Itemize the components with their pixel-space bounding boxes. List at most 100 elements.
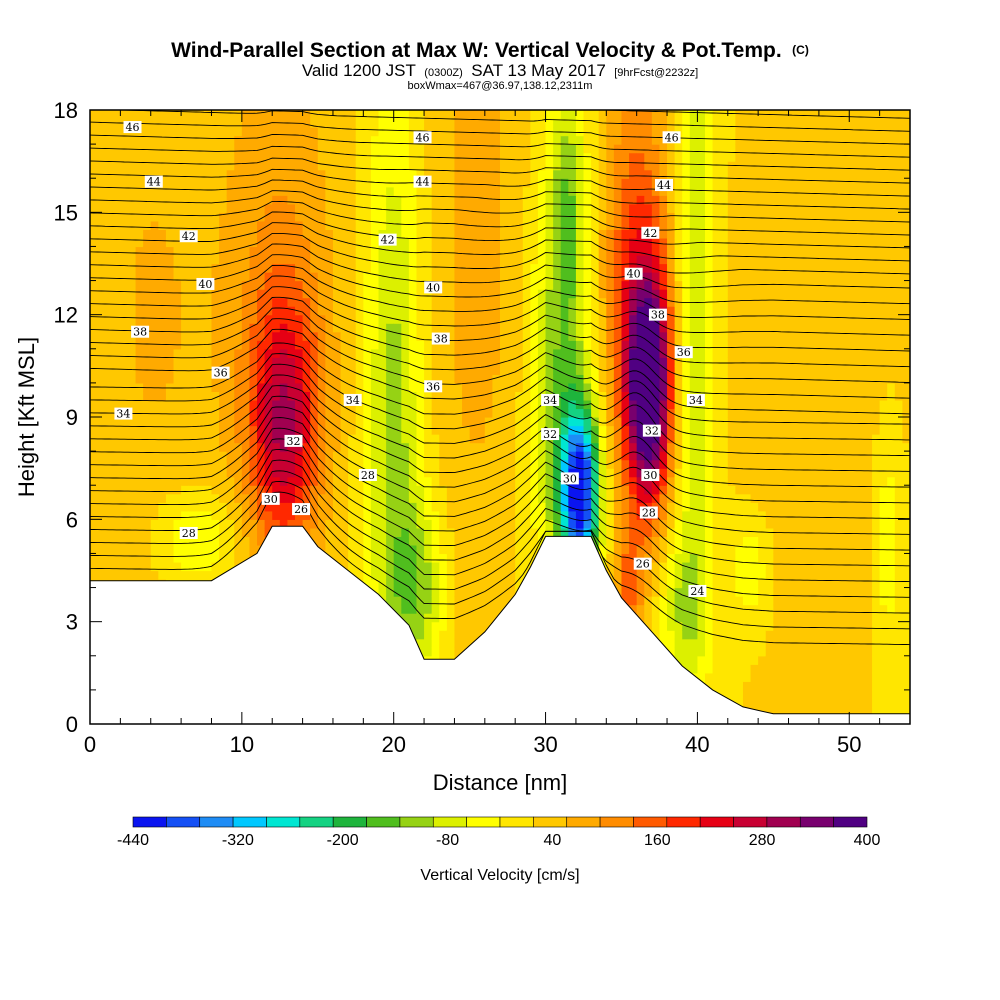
w-cell	[522, 263, 531, 273]
w-cell	[500, 203, 509, 213]
w-cell	[241, 408, 251, 418]
w-cell	[416, 544, 425, 555]
w-cell	[469, 135, 478, 145]
w-cell	[553, 203, 562, 213]
w-cell	[568, 374, 577, 384]
w-cell	[477, 289, 486, 299]
w-cell	[234, 186, 243, 196]
w-cell	[575, 527, 585, 537]
w-cell	[158, 246, 167, 256]
w-cell	[363, 297, 372, 307]
w-cell	[462, 570, 471, 580]
w-cell	[348, 365, 357, 375]
w-cell	[469, 596, 478, 606]
w-cell	[226, 203, 235, 213]
w-cell	[583, 306, 592, 316]
w-cell	[264, 357, 273, 367]
w-cell	[135, 289, 144, 299]
w-cell	[370, 314, 380, 324]
w-cell	[249, 144, 258, 154]
w-cell	[401, 493, 410, 503]
w-cell	[234, 476, 243, 486]
w-cell	[90, 340, 99, 350]
w-cell	[226, 272, 235, 282]
w-cell	[234, 442, 243, 452]
w-cell	[348, 408, 357, 418]
w-cell	[583, 297, 592, 307]
w-cell	[462, 118, 471, 128]
w-cell	[332, 110, 342, 120]
w-cell	[264, 434, 273, 444]
w-cell	[507, 323, 516, 333]
w-cell	[348, 263, 357, 273]
w-cell	[507, 203, 516, 213]
w-cell	[295, 127, 304, 137]
w-cell	[279, 468, 288, 478]
w-cell	[500, 399, 509, 410]
w-cell	[469, 468, 478, 478]
w-cell	[408, 621, 418, 631]
w-cell	[234, 519, 243, 529]
w-cell	[553, 289, 562, 299]
w-cell	[120, 348, 129, 358]
w-cell	[606, 297, 615, 307]
w-cell	[249, 425, 258, 435]
w-cell	[272, 186, 281, 196]
w-cell	[196, 374, 205, 384]
w-cell	[302, 417, 311, 427]
w-cell	[211, 331, 220, 341]
w-cell	[97, 536, 106, 546]
w-cell	[477, 144, 486, 154]
w-cell	[249, 544, 258, 555]
w-cell	[188, 570, 197, 580]
w-cell	[173, 280, 182, 290]
w-cell	[583, 476, 592, 486]
w-cell	[120, 220, 129, 230]
w-cell	[386, 195, 395, 205]
w-cell	[545, 485, 554, 495]
w-cell	[583, 442, 592, 452]
w-cell	[560, 152, 569, 162]
w-cell	[416, 144, 425, 154]
w-cell	[272, 272, 281, 282]
w-cell	[469, 127, 478, 137]
w-cell	[378, 186, 387, 196]
w-cell	[302, 127, 311, 137]
w-cell	[264, 186, 273, 196]
w-cell	[226, 561, 235, 572]
w-cell	[325, 442, 334, 452]
w-cell	[370, 135, 380, 145]
w-cell	[484, 579, 493, 589]
w-cell	[477, 280, 486, 290]
w-cell	[158, 348, 167, 358]
w-cell	[241, 502, 251, 512]
w-cell	[173, 417, 182, 427]
w-cell	[583, 493, 592, 503]
w-cell	[150, 110, 159, 120]
w-cell	[545, 178, 554, 188]
w-cell	[105, 561, 114, 572]
w-cell	[165, 127, 175, 137]
w-cell	[446, 587, 456, 597]
w-cell	[105, 502, 114, 512]
w-cell	[606, 391, 615, 401]
w-cell	[583, 323, 592, 333]
w-cell	[370, 263, 380, 273]
w-cell	[325, 348, 334, 358]
w-cell	[469, 476, 478, 486]
w-cell	[249, 246, 258, 256]
w-cell	[606, 212, 615, 222]
w-cell	[386, 161, 395, 171]
w-cell	[370, 502, 380, 512]
w-cell	[424, 519, 433, 529]
w-cell	[143, 289, 152, 299]
w-cell	[378, 246, 387, 256]
w-cell	[393, 289, 402, 299]
w-cell	[583, 195, 592, 205]
w-cell	[454, 613, 463, 623]
w-cell	[454, 229, 463, 239]
w-cell	[500, 527, 509, 537]
w-cell	[188, 220, 197, 230]
w-cell	[416, 399, 425, 410]
w-cell	[97, 417, 106, 427]
